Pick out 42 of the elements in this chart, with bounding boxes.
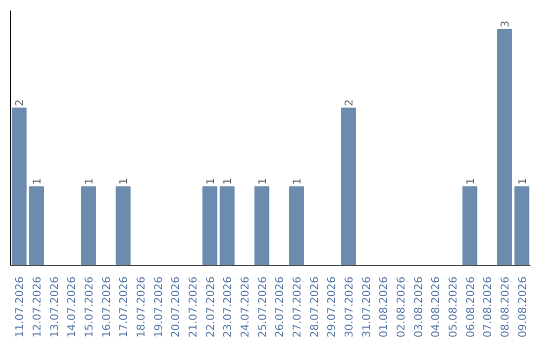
x-tick-label: 31.07.2026 — [360, 276, 373, 338]
x-tick-label: 30.07.2026 — [342, 276, 356, 338]
data-label: 1 — [82, 178, 96, 185]
x-tick-label: 28.07.2026 — [308, 276, 321, 338]
x-tick-label: 22.07.2026 — [204, 276, 217, 338]
x-tick-label: 18.07.2026 — [134, 276, 148, 338]
data-label: 1 — [290, 178, 304, 185]
data-label: 1 — [30, 178, 44, 185]
x-tick-label: 01.08.2026 — [377, 276, 390, 338]
x-tick-label: 16.07.2026 — [100, 276, 113, 338]
data-label: 1 — [256, 178, 269, 185]
x-tick-label: 14.07.2026 — [65, 276, 78, 338]
x-tick-label: 17.07.2026 — [117, 276, 130, 338]
data-label: 1 — [464, 178, 477, 185]
x-tick-label: 26.07.2026 — [273, 276, 286, 338]
x-tick-label: 03.08.2026 — [412, 276, 425, 338]
x-tick-label: 13.07.2026 — [48, 276, 61, 338]
x-tick-label: 05.08.2026 — [446, 276, 460, 338]
x-tick-label: 20.07.2026 — [169, 276, 182, 338]
x-tick-label: 04.08.2026 — [429, 276, 442, 338]
x-tick-label: 25.07.2026 — [256, 276, 269, 338]
x-tick-label: 15.07.2026 — [82, 276, 96, 338]
x-tick-label: 02.08.2026 — [394, 276, 408, 338]
x-tick-label: 27.07.2026 — [290, 276, 304, 338]
x-tick-label: 11.07.2026 — [13, 276, 26, 338]
x-tick-label: 09.08.2026 — [516, 276, 529, 338]
x-tick-label: 29.07.2026 — [325, 276, 338, 338]
x-tick-label: 24.07.2026 — [238, 276, 252, 338]
data-label: 2 — [13, 99, 26, 106]
x-tick-label: 08.08.2026 — [498, 276, 512, 338]
x-tick-label: 23.07.2026 — [221, 276, 234, 338]
data-label: 1 — [204, 178, 217, 185]
x-tick-label: 19.07.2026 — [152, 276, 165, 338]
x-tick-label: 12.07.2026 — [30, 276, 44, 338]
data-label: 1 — [516, 178, 529, 185]
x-tick-label: 06.08.2026 — [464, 276, 477, 338]
data-label: 3 — [498, 20, 512, 28]
data-label: 2 — [342, 99, 356, 106]
data-label: 1 — [117, 178, 130, 185]
x-tick-label: 21.07.2026 — [186, 276, 200, 338]
x-tick-label: 07.08.2026 — [481, 276, 494, 338]
data-label: 1 — [221, 178, 234, 185]
